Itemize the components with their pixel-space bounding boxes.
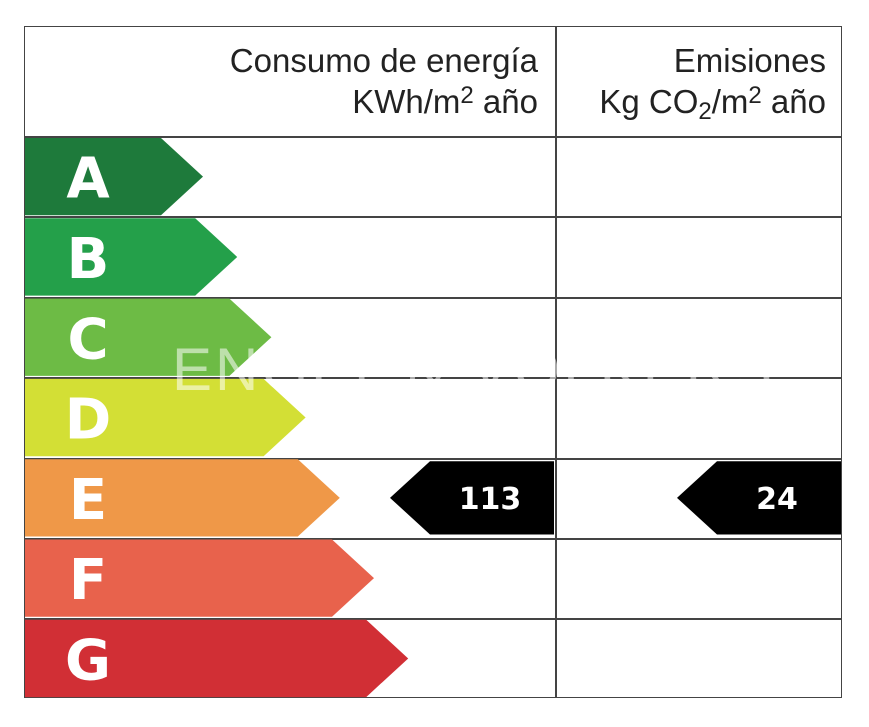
energy-unit: KWh/m2 año — [352, 82, 538, 120]
class-arrow-a — [25, 138, 203, 216]
energy-column-header: Consumo de energía KWh/m2 año — [120, 40, 538, 122]
class-arrow-f — [25, 539, 374, 617]
class-letter-c: C — [67, 307, 108, 372]
energy-value: 113 — [459, 482, 522, 517]
energy-value-marker — [390, 461, 554, 535]
class-letter-d: D — [65, 388, 111, 453]
rating-table — [24, 26, 842, 698]
class-arrow-g — [25, 619, 409, 698]
class-letter-b: B — [67, 227, 110, 292]
energy-title: Consumo de energía — [229, 42, 538, 79]
class-letter-a: A — [66, 147, 110, 212]
class-letter-g: G — [65, 628, 111, 693]
class-letter-e: E — [69, 468, 107, 533]
header-divider — [24, 136, 842, 138]
emissions-value: 24 — [756, 482, 798, 517]
class-arrow-e — [25, 459, 340, 537]
row-divider — [24, 618, 842, 620]
class-letter-f: F — [69, 548, 107, 613]
row-divider — [24, 377, 842, 379]
watermark: ENGEL & VÖLKERS — [172, 336, 775, 403]
class-arrow-b — [25, 218, 238, 296]
emissions-value-marker — [677, 461, 841, 535]
row-divider — [24, 216, 842, 218]
row-divider — [24, 538, 842, 540]
row-divider — [24, 458, 842, 460]
column-divider — [555, 26, 557, 698]
emissions-title: Emisiones — [673, 42, 826, 79]
class-arrow-c — [25, 298, 272, 376]
emissions-unit: Kg CO2/m2 año — [599, 82, 826, 125]
class-arrow-d — [25, 378, 306, 457]
row-divider — [24, 297, 842, 299]
emissions-column-header: Emisiones Kg CO2/m2 año — [560, 40, 826, 125]
